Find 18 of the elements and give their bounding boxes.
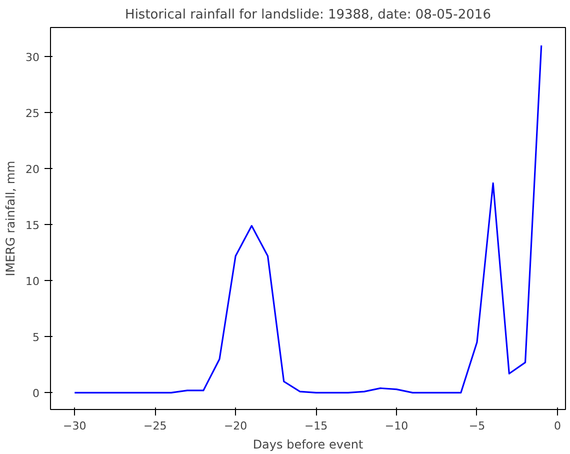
y-tick-label: 5 bbox=[32, 331, 40, 344]
x-tick-label: −10 bbox=[384, 420, 408, 432]
line-series bbox=[74, 44, 542, 394]
y-tick-label: 20 bbox=[26, 163, 40, 176]
x-tick-label: −30 bbox=[63, 420, 86, 432]
x-tick-label: −20 bbox=[224, 420, 248, 432]
x-tick-label: −25 bbox=[144, 420, 167, 432]
y-tick-label: 30 bbox=[26, 51, 40, 64]
x-tick-label: 0 bbox=[554, 420, 561, 432]
x-tick-label: −5 bbox=[468, 420, 486, 432]
y-tick-label: 25 bbox=[26, 107, 40, 120]
x-tick-label: −15 bbox=[304, 420, 328, 432]
x-axis-title: Days before event bbox=[252, 438, 364, 452]
y-tick-label: 15 bbox=[26, 219, 40, 232]
y-axis-title: IMERG rainfall, mm bbox=[4, 160, 18, 276]
y-tick-label: 10 bbox=[26, 275, 40, 288]
chart-title: Historical rainfall for landslide: 19388, date: 08-05-2016 bbox=[125, 8, 491, 22]
y-tick-label: 0 bbox=[32, 387, 40, 400]
